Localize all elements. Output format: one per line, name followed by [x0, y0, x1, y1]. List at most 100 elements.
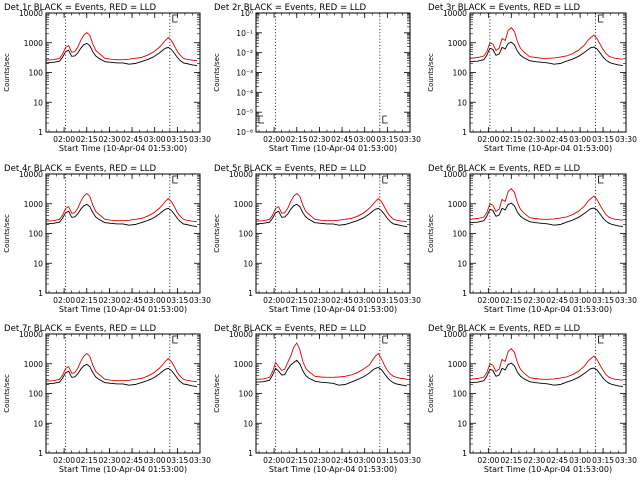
- y-tick-label: 1000: [234, 200, 253, 209]
- y-tick-label: 100: [453, 390, 468, 399]
- x-tick-label: 02:00: [263, 456, 285, 465]
- y-tick-label: 10000: [443, 170, 467, 179]
- y-tick-label: 10⁻²: [236, 49, 253, 58]
- x-tick-label: 02:30: [523, 135, 545, 144]
- y-tick-label: 1: [38, 289, 43, 298]
- x-tick-label: 02:00: [53, 296, 75, 305]
- x-tick-label: 03:00: [569, 456, 591, 465]
- marker-glyph: [172, 175, 178, 184]
- panel-3: Det 3r BLACK = Events, RED = LLD Counts/s…: [427, 3, 637, 153]
- x-tick-label: 03:30: [399, 135, 421, 144]
- panel-title: Det 9r BLACK = Events, RED = LLD: [428, 324, 580, 334]
- y-tick-label: 10⁻³: [236, 69, 253, 78]
- y-tick-label: 1: [462, 128, 467, 137]
- x-tick-label: 03:30: [615, 456, 637, 465]
- marker-glyph: [598, 335, 604, 344]
- x-tick-label: 02:30: [308, 456, 330, 465]
- y-tick-label: 10⁰: [240, 9, 253, 18]
- x-tick-label: 03:30: [189, 296, 211, 305]
- y-tick-label: 10⁻⁵: [236, 108, 253, 117]
- series-events-line: [45, 42, 198, 67]
- x-tick-label: 03:15: [592, 296, 614, 305]
- x-axis-label: Start Time (10-Apr-04 01:53:00): [59, 305, 187, 314]
- y-tick-label: 100: [453, 230, 468, 239]
- panel-title: Det 7r BLACK = Events, RED = LLD: [4, 324, 156, 334]
- x-tick-label: 03:30: [399, 296, 421, 305]
- x-tick-label: 02:45: [121, 296, 143, 305]
- y-axis-label: Counts/sec: [3, 374, 11, 413]
- x-tick-label: 02:15: [76, 456, 98, 465]
- y-axis-label: Counts/sec: [3, 53, 11, 92]
- y-tick-label: 10: [33, 259, 43, 268]
- y-tick-label: 1000: [24, 39, 43, 48]
- y-tick-label: 10⁻⁶: [236, 128, 253, 137]
- series-lld-line: [469, 27, 623, 60]
- x-tick-label: 03:30: [189, 456, 211, 465]
- plot-frame: [45, 173, 201, 294]
- y-axis-label: Counts/sec: [213, 374, 221, 413]
- x-tick-label: 03:30: [615, 296, 637, 305]
- x-axis-label: Start Time (10-Apr-04 01:53:00): [269, 305, 397, 314]
- panel-title: Det 6r BLACK = Events, RED = LLD: [428, 164, 580, 174]
- plot-frame: [45, 12, 201, 133]
- x-tick-label: 02:00: [263, 135, 285, 144]
- x-tick-label: 02:30: [523, 456, 545, 465]
- panel-title: Det 5r BLACK = Events, RED = LLD: [214, 164, 366, 174]
- panel-title: Det 2r BLACK = Events, RED = LLD: [214, 3, 366, 13]
- x-tick-label: 02:45: [331, 296, 353, 305]
- x-tick-label: 03:15: [592, 135, 614, 144]
- panel-8: Det 8r BLACK = Events, RED = LLD Counts/s…: [213, 324, 421, 474]
- marker-glyph: [382, 115, 388, 124]
- y-tick-label: 10: [457, 98, 467, 107]
- x-axis-label: Start Time (10-Apr-04 01:53:00): [269, 144, 397, 153]
- series-lld-line: [255, 193, 408, 223]
- panel-7: Det 7r BLACK = Events, RED = LLD Counts/s…: [3, 324, 211, 474]
- plot-frame: [255, 173, 411, 294]
- panel-title: Det 4r BLACK = Events, RED = LLD: [4, 164, 156, 174]
- y-tick-label: 1: [248, 449, 253, 458]
- x-tick-label: 02:15: [500, 296, 522, 305]
- x-tick-label: 03:00: [354, 296, 376, 305]
- x-tick-label: 03:30: [189, 135, 211, 144]
- x-tick-label: 02:15: [76, 296, 98, 305]
- y-tick-label: 1: [462, 449, 467, 458]
- x-tick-label: 03:00: [144, 296, 166, 305]
- y-tick-label: 10: [457, 419, 467, 428]
- panel-2: Det 2r BLACK = Events, RED = LLD Counts/s…: [213, 3, 421, 153]
- y-tick-label: 100: [453, 69, 468, 78]
- x-tick-label: 02:00: [53, 456, 75, 465]
- marker-glyph: [382, 335, 388, 344]
- y-tick-label: 100: [239, 390, 254, 399]
- panel-6: Det 6r BLACK = Events, RED = LLD Counts/s…: [427, 164, 637, 314]
- panel-9: Det 9r BLACK = Events, RED = LLD Counts/s…: [427, 324, 637, 474]
- series-events-line: [255, 359, 408, 387]
- x-tick-label: 03:00: [144, 135, 166, 144]
- series-lld-line: [45, 32, 198, 62]
- x-tick-label: 03:15: [592, 456, 614, 465]
- y-tick-label: 10000: [229, 330, 253, 339]
- y-tick-label: 1000: [448, 360, 467, 369]
- x-tick-label: 03:15: [166, 135, 188, 144]
- series-lld-line: [255, 342, 408, 380]
- x-tick-label: 02:15: [76, 135, 98, 144]
- y-tick-label: 10000: [443, 9, 467, 18]
- x-tick-label: 03:15: [166, 296, 188, 305]
- x-tick-label: 02:30: [98, 135, 120, 144]
- panel-4: Det 4r BLACK = Events, RED = LLD Counts/s…: [3, 164, 211, 314]
- y-axis-label: Counts/sec: [213, 214, 221, 253]
- series-events-line: [255, 203, 408, 228]
- x-axis-label: Start Time (10-Apr-04 01:53:00): [484, 305, 612, 314]
- x-tick-label: 02:00: [477, 135, 499, 144]
- y-tick-label: 10: [457, 259, 467, 268]
- y-tick-label: 10: [33, 98, 43, 107]
- x-tick-label: 03:30: [615, 135, 637, 144]
- y-tick-label: 10000: [443, 330, 467, 339]
- marker-glyph: [258, 115, 264, 124]
- x-tick-label: 03:15: [376, 296, 398, 305]
- x-tick-label: 02:00: [477, 296, 499, 305]
- panel-title: Det 8r BLACK = Events, RED = LLD: [214, 324, 366, 334]
- x-tick-label: 02:15: [500, 135, 522, 144]
- x-tick-label: 03:00: [569, 135, 591, 144]
- x-tick-label: 02:00: [53, 135, 75, 144]
- y-axis-label: Counts/sec: [427, 53, 435, 92]
